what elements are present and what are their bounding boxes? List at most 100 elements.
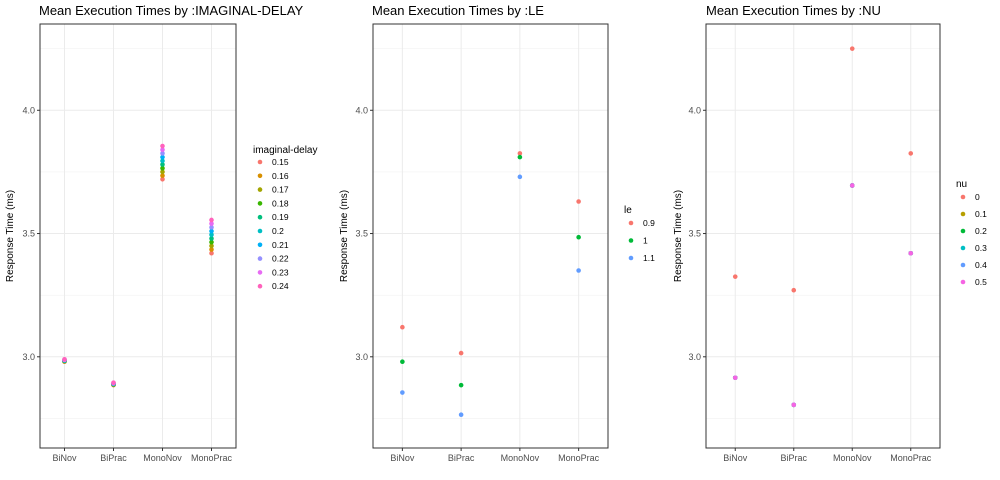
y-tick-label: 4.0	[22, 105, 35, 115]
legend-key	[960, 211, 966, 217]
legend-label: 0	[975, 192, 980, 202]
data-point	[209, 228, 214, 234]
data-point	[908, 250, 914, 256]
panel-title: Mean Execution Times by :LE	[372, 3, 544, 18]
legend-title: imaginal-delay	[253, 145, 317, 156]
panel-3: Mean Execution Times by :NU 3.0 3.5 4.0 BiNo…	[673, 3, 987, 463]
legend-label: 0.5	[975, 277, 987, 287]
data-point	[209, 232, 214, 238]
legend-key	[960, 245, 966, 251]
legend-key	[628, 255, 634, 261]
legend-label: 1.1	[643, 253, 655, 263]
plot-area	[373, 24, 608, 448]
legend-key	[257, 283, 263, 289]
x-tick-label: BiNov	[723, 453, 748, 463]
legend-title: le	[624, 205, 632, 216]
data-point	[791, 402, 797, 408]
legend-title: nu	[956, 179, 967, 190]
x-tick-label: BiPrac	[780, 453, 807, 463]
legend-key	[960, 194, 966, 200]
legend-key	[628, 238, 634, 243]
legend-label: 0.18	[272, 198, 289, 208]
data-point	[400, 359, 405, 365]
legend-key	[257, 159, 263, 165]
legend-key	[628, 220, 634, 226]
legend-key	[960, 279, 966, 285]
legend-label: 0.2	[975, 226, 987, 236]
data-point	[517, 151, 523, 156]
y-axis-label: Response Time (ms)	[339, 190, 350, 282]
data-point	[160, 158, 165, 164]
data-point	[209, 250, 214, 256]
data-point	[908, 151, 914, 156]
legend-label: 0.4	[975, 260, 987, 270]
legend-label: 1	[643, 236, 648, 246]
x-tick-label: BiPrac	[448, 453, 475, 463]
x-tick-label: BiNov	[390, 453, 415, 463]
data-point	[160, 169, 165, 175]
data-point	[209, 247, 214, 252]
y-tick-label: 3.5	[688, 229, 701, 239]
legend-key	[257, 242, 263, 248]
legend-label: 0.2	[272, 226, 284, 236]
y-tick-label: 3.5	[22, 229, 35, 239]
data-point	[111, 380, 116, 385]
x-tick-label: BiPrac	[100, 453, 127, 463]
panel-2: Mean Execution Times by :LE 3.0 3.5 4.0 BiNo…	[339, 3, 655, 463]
legend-label: 0.23	[272, 267, 289, 277]
data-point	[160, 147, 165, 153]
legend-key	[257, 173, 263, 179]
data-point	[400, 324, 405, 330]
panel-title: Mean Execution Times by :NU	[706, 3, 881, 18]
legend-key	[257, 187, 263, 192]
data-point	[458, 350, 464, 356]
data-point	[732, 274, 738, 279]
data-point	[458, 412, 464, 418]
x-tick-label: MonoPrac	[191, 453, 233, 463]
y-tick-label: 3.5	[355, 229, 368, 239]
legend-key	[960, 228, 966, 234]
plot-area	[40, 24, 236, 448]
data-point	[849, 183, 855, 188]
data-point	[160, 173, 165, 178]
panel-border	[372, 23, 609, 449]
y-tick-label: 3.0	[355, 352, 368, 362]
x-tick-label: MonoNov	[833, 453, 872, 463]
data-point	[62, 356, 67, 362]
legend-key	[257, 201, 263, 206]
data-point	[209, 243, 214, 249]
legend-label: 0.3	[975, 243, 987, 253]
data-point	[576, 234, 581, 240]
data-point	[576, 268, 581, 273]
plot-area	[706, 24, 940, 448]
legend-label: 0.19	[272, 212, 289, 222]
data-point	[160, 177, 165, 182]
legend-label: 0.22	[272, 254, 289, 264]
legend-key	[960, 262, 966, 268]
data-point	[209, 239, 214, 245]
data-point	[160, 143, 165, 149]
data-point	[458, 382, 464, 388]
panel-border	[39, 23, 237, 449]
legend-key	[257, 214, 263, 220]
legend-key	[257, 256, 263, 261]
data-point	[209, 225, 214, 230]
y-axis-label: Response Time (ms)	[5, 190, 16, 282]
data-point	[160, 151, 165, 156]
legend-label: 0.17	[272, 185, 289, 195]
legend-key	[257, 270, 263, 275]
y-axis-label: Response Time (ms)	[673, 190, 684, 282]
data-point	[517, 154, 523, 160]
legend-label: 0.1	[975, 209, 987, 219]
panel-border	[705, 23, 941, 449]
data-point	[517, 174, 523, 180]
panel-title: Mean Execution Times by :IMAGINAL-DELAY	[39, 3, 304, 18]
legend-label: 0.16	[272, 171, 289, 181]
y-tick-label: 4.0	[688, 105, 701, 115]
x-tick-label: BiNov	[52, 453, 77, 463]
y-tick-label: 4.0	[355, 105, 368, 115]
data-point	[160, 165, 165, 171]
data-point	[400, 390, 405, 395]
data-point	[849, 46, 855, 51]
y-tick-label: 3.0	[22, 352, 35, 362]
